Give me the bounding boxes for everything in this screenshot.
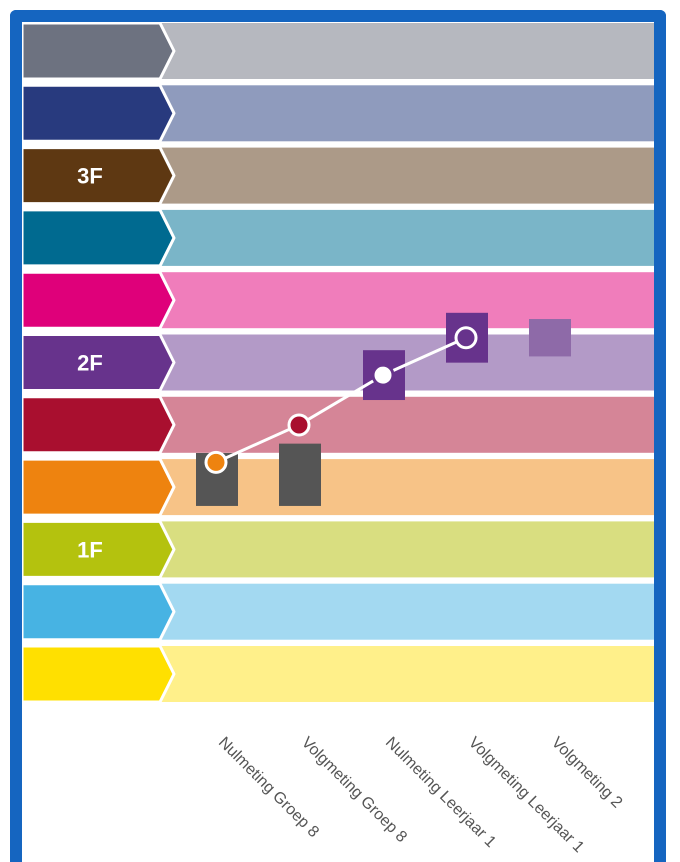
level-tab [22,333,176,392]
level-tab [22,208,176,268]
level-label: 3F [77,164,103,189]
level-band [156,147,654,204]
level-band [156,272,654,329]
level-band [156,459,654,516]
level-tab [22,644,176,704]
level-band [156,583,654,640]
level-label: 2F [77,351,103,376]
level-label: 1F [77,537,103,562]
range-box [279,443,321,506]
level-tab [22,395,176,455]
level-band [156,209,654,266]
level-tab [22,582,176,642]
level-tab [22,457,176,517]
level-band [156,521,654,578]
range-box [529,319,571,357]
level-band [156,23,654,79]
level-tab [22,83,176,143]
data-point [454,326,478,350]
level-tab [22,270,176,330]
chart-plot: 3F 2F 1F [22,22,654,704]
data-point [204,450,228,474]
level-tab [22,146,176,206]
series-line [215,336,467,464]
data-point [287,413,311,437]
level-band [156,85,654,142]
level-band [156,396,654,453]
chart-frame: 3F 2F 1F Nulmeting Groep 8 Volgmeting Groep… [10,10,666,862]
data-point [371,363,395,387]
level-tab [22,519,176,579]
level-tab [22,22,176,81]
level-band [156,646,654,702]
